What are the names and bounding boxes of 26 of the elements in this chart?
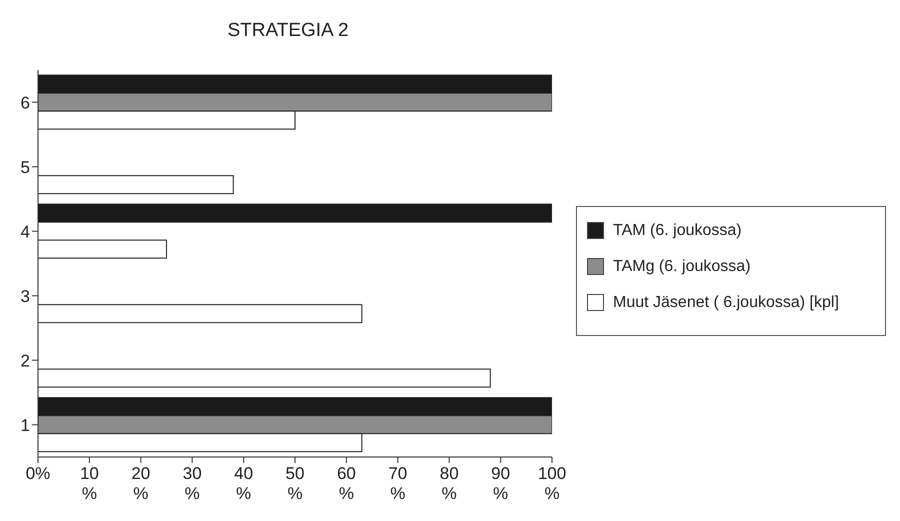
x-tick-label: 60 % xyxy=(336,464,356,503)
chart-title: STRATEGIA 2 xyxy=(226,20,350,42)
y-tick-label: 6 xyxy=(20,93,30,112)
x-tick-label: 100 % xyxy=(538,464,566,503)
bar xyxy=(38,240,167,259)
legend-label: TAMg (6. joukossa) xyxy=(613,257,751,277)
x-tick-label: 40 % xyxy=(234,464,254,503)
y-tick-label: 3 xyxy=(20,286,30,306)
bar xyxy=(38,304,362,324)
bar xyxy=(38,175,234,194)
x-tick-label: 70 % xyxy=(388,464,408,503)
y-tick-label: 5 xyxy=(20,158,30,177)
x-tick-label: 10 % xyxy=(80,464,99,503)
x-tick-label: 0% xyxy=(26,464,50,483)
bar xyxy=(38,204,552,223)
x-tick-label: 20 % xyxy=(131,464,150,503)
x-tick-label: 80 % xyxy=(440,464,459,503)
text: Muut Jäsenet ( 6.joukossa) [kpl] xyxy=(613,293,839,313)
bar xyxy=(38,368,491,388)
x-tick-label: 30 % xyxy=(182,464,202,503)
legend-label: TAM (6. joukossa) xyxy=(613,221,742,241)
y-tick-label: 1 xyxy=(20,416,30,435)
x-tick-label: 50 % xyxy=(286,464,304,503)
y-tick-label: 4 xyxy=(20,222,30,242)
y-tick-label: 2 xyxy=(20,351,30,370)
x-tick-label: 90 % xyxy=(491,464,510,503)
